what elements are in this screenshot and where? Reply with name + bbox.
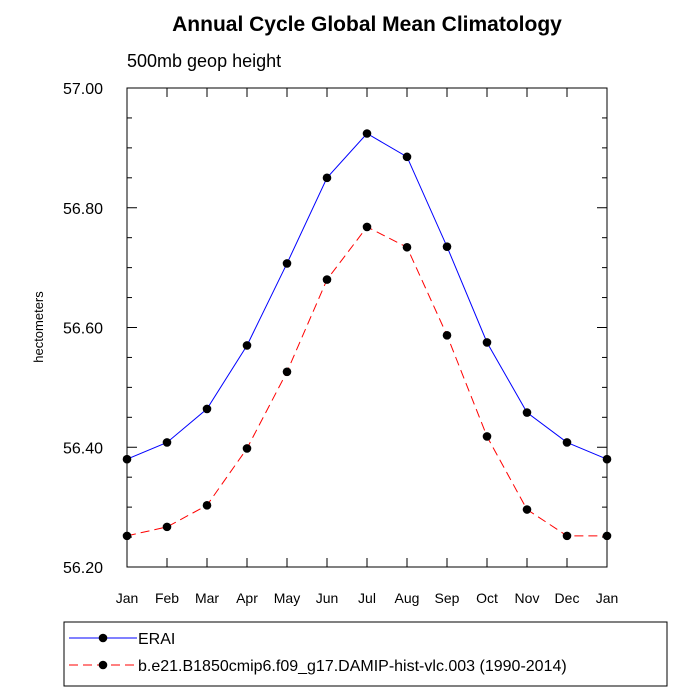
data-point: [562, 438, 572, 447]
legend-marker: [98, 633, 108, 643]
data-point: [482, 338, 492, 347]
x-tick-label: Mar: [195, 590, 219, 606]
chart-subtitle: 500mb geop height: [127, 51, 281, 71]
data-point: [202, 404, 212, 414]
y-axis-label: hectometers: [31, 291, 46, 363]
x-tick-label: Feb: [155, 590, 179, 606]
series-layer: [122, 129, 612, 541]
data-point: [282, 259, 292, 268]
x-tick-label: Jan: [116, 590, 139, 606]
series-line: [126, 132, 608, 460]
data-point: [362, 222, 372, 232]
data-point: [242, 444, 252, 453]
data-point: [362, 129, 372, 138]
y-tick-label: 56.60: [63, 321, 103, 338]
y-tick-label: 56.40: [63, 440, 103, 457]
data-point: [482, 432, 492, 441]
x-tick-label: Aug: [395, 590, 420, 606]
legend-marker: [98, 660, 108, 670]
data-point: [602, 531, 612, 541]
x-tick-label: Apr: [236, 590, 258, 606]
y-tick-label: 57.00: [63, 81, 103, 98]
x-tick-label: Jul: [358, 590, 376, 606]
data-point: [522, 505, 532, 514]
series-1: [122, 129, 612, 464]
data-point: [202, 501, 212, 510]
x-tick-label: Jan: [596, 590, 619, 606]
x-tick-label: Sep: [435, 590, 460, 606]
data-point: [122, 454, 132, 464]
data-point: [522, 408, 532, 417]
data-point: [402, 242, 412, 252]
chart-title: Annual Cycle Global Mean Climatology: [172, 13, 562, 36]
legend-label: ERAI: [138, 631, 175, 648]
legend-box: [63, 621, 668, 687]
legend: ERAI b.e21.B1850cmip6.f09_g17.DAMIP-hist-…: [63, 621, 668, 687]
data-point: [322, 173, 332, 183]
x-tick-label: Nov: [515, 590, 540, 606]
data-point: [322, 275, 332, 284]
data-point: [242, 341, 252, 350]
series-2: [122, 222, 612, 541]
series-line: [126, 226, 607, 537]
data-point: [122, 531, 132, 541]
data-point: [602, 454, 612, 464]
data-point: [162, 522, 172, 532]
data-point: [402, 152, 412, 162]
x-tick-label: Jun: [316, 590, 339, 606]
x-tick-label: May: [274, 590, 300, 606]
x-tick-label: Dec: [555, 590, 580, 606]
data-point: [162, 438, 172, 447]
y-tick-label: 56.20: [63, 560, 103, 577]
plot-frame: [126, 87, 608, 568]
data-point: [442, 242, 452, 251]
data-point: [442, 330, 452, 340]
y-tick-label: 56.80: [63, 201, 103, 218]
data-point: [562, 531, 572, 541]
x-tick-label: Oct: [476, 590, 498, 606]
data-point: [282, 367, 292, 377]
legend-label: b.e21.B1850cmip6.f09_g17.DAMIP-hist-vlc.…: [138, 658, 567, 675]
axes: Jan Feb Mar Apr May Jun Jul Aug Sep Oct Nov Dec Jan 5…: [63, 81, 618, 606]
